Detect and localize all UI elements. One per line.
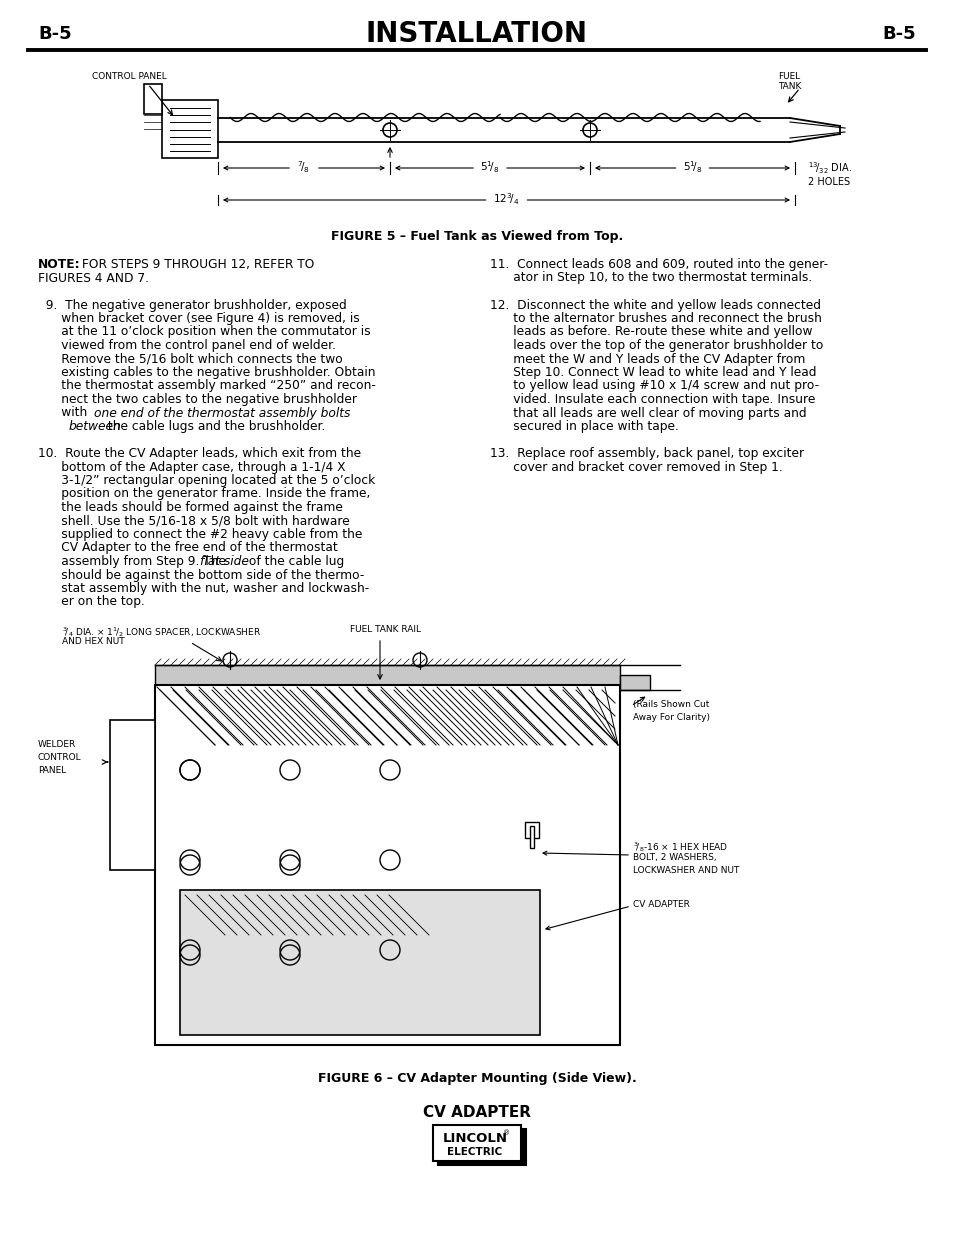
Text: when bracket cover (see Figure 4) is removed, is: when bracket cover (see Figure 4) is rem… [38, 312, 359, 325]
Text: ELECTRIC: ELECTRIC [447, 1147, 502, 1157]
Text: flat side: flat side [199, 555, 248, 568]
Text: 9.  The negative generator brushholder, exposed: 9. The negative generator brushholder, e… [38, 299, 346, 311]
Text: FIGURE 5 – Fuel Tank as Viewed from Top.: FIGURE 5 – Fuel Tank as Viewed from Top. [331, 230, 622, 243]
Text: to the alternator brushes and reconnect the brush: to the alternator brushes and reconnect … [490, 312, 821, 325]
Text: viewed from the control panel end of welder.: viewed from the control panel end of wel… [38, 338, 335, 352]
Bar [162, 100, 218, 158]
Text: $^3\!/_4$ DIA. $\times$ 1$^1\!/_2$ LONG SPACER, LOCKWASHER: $^3\!/_4$ DIA. $\times$ 1$^1\!/_2$ LONG … [62, 625, 261, 638]
Text: Step 10. Connect W lead to white lead and Y lead: Step 10. Connect W lead to white lead an… [490, 366, 816, 379]
Text: leads over the top of the generator brushholder to: leads over the top of the generator brus… [490, 338, 822, 352]
Bar [180, 890, 539, 1035]
Text: to yellow lead using #10 x 1/4 screw and nut pro-: to yellow lead using #10 x 1/4 screw and… [490, 379, 819, 393]
Text: shell. Use the 5/16-18 x 5/8 bolt with hardware: shell. Use the 5/16-18 x 5/8 bolt with h… [38, 515, 350, 527]
Bar [154, 685, 619, 1045]
Text: FIGURES 4 AND 7.: FIGURES 4 AND 7. [38, 272, 149, 284]
Text: $^{13}\!/_{32}$ DIA.: $^{13}\!/_{32}$ DIA. [807, 161, 851, 175]
Bar [154, 664, 619, 685]
Text: B-5: B-5 [38, 25, 71, 43]
Text: 13.  Replace roof assembly, back panel, top exciter: 13. Replace roof assembly, back panel, t… [490, 447, 803, 459]
Text: $^7\!/_{8}$: $^7\!/_{8}$ [297, 159, 311, 175]
Text: bottom of the Adapter case, through a 1-1/4 X: bottom of the Adapter case, through a 1-… [38, 461, 345, 473]
Text: TANK: TANK [778, 82, 801, 91]
Text: LINCOLN: LINCOLN [442, 1131, 507, 1145]
Text: FUEL: FUEL [778, 72, 800, 82]
Text: FUEL TANK RAIL: FUEL TANK RAIL [350, 625, 420, 634]
Text: 3-1/2” rectangular opening located at the 5 o’clock: 3-1/2” rectangular opening located at th… [38, 474, 375, 487]
Text: 12.  Disconnect the white and yellow leads connected: 12. Disconnect the white and yellow lead… [490, 299, 821, 311]
Text: $^3\!/_8$-16 $\times$ 1 HEX HEAD: $^3\!/_8$-16 $\times$ 1 HEX HEAD [633, 840, 727, 853]
Text: between: between [69, 420, 121, 433]
Text: should be against the bottom side of the thermo-: should be against the bottom side of the… [38, 568, 364, 582]
Text: at the 11 o’clock position when the commutator is: at the 11 o’clock position when the comm… [38, 326, 370, 338]
Text: CV ADAPTER: CV ADAPTER [633, 900, 689, 909]
Text: LOCKWASHER AND NUT: LOCKWASHER AND NUT [633, 866, 739, 876]
Text: 10.  Route the CV Adapter leads, which exit from the: 10. Route the CV Adapter leads, which ex… [38, 447, 361, 459]
Bar [437, 1129, 525, 1165]
Text: that all leads are well clear of moving parts and: that all leads are well clear of moving … [490, 406, 806, 420]
Bar [619, 676, 649, 690]
Text: PANEL: PANEL [38, 766, 66, 776]
Text: FOR STEPS 9 THROUGH 12, REFER TO: FOR STEPS 9 THROUGH 12, REFER TO [78, 258, 314, 270]
Text: leads as before. Re-route these white and yellow: leads as before. Re-route these white an… [490, 326, 812, 338]
Text: nect the two cables to the negative brushholder: nect the two cables to the negative brus… [38, 393, 356, 406]
Text: the leads should be formed against the frame: the leads should be formed against the f… [38, 501, 342, 514]
Text: INSTALLATION: INSTALLATION [366, 20, 587, 48]
Text: the cable lugs and the brushholder.: the cable lugs and the brushholder. [104, 420, 325, 433]
Text: NOTE:: NOTE: [38, 258, 81, 270]
Text: CONTROL: CONTROL [38, 753, 82, 762]
Text: FIGURE 6 – CV Adapter Mounting (Side View).: FIGURE 6 – CV Adapter Mounting (Side Vie… [317, 1072, 636, 1086]
Text: vided. Insulate each connection with tape. Insure: vided. Insulate each connection with tap… [490, 393, 815, 406]
Text: $5^1\!/_{8}$: $5^1\!/_{8}$ [682, 159, 701, 175]
Text: CONTROL PANEL: CONTROL PANEL [91, 72, 167, 82]
Text: CV ADAPTER: CV ADAPTER [422, 1105, 531, 1120]
Bar [144, 84, 162, 114]
Text: of the cable lug: of the cable lug [245, 555, 344, 568]
Text: er on the top.: er on the top. [38, 595, 145, 609]
Text: ator in Step 10, to the two thermostat terminals.: ator in Step 10, to the two thermostat t… [490, 272, 811, 284]
Text: secured in place with tape.: secured in place with tape. [490, 420, 679, 433]
Text: $5^1\!/_{8}$: $5^1\!/_{8}$ [479, 159, 499, 175]
Text: meet the W and Y leads of the CV Adapter from: meet the W and Y leads of the CV Adapter… [490, 352, 804, 366]
Text: CV Adapter to the free end of the thermostat: CV Adapter to the free end of the thermo… [38, 541, 337, 555]
Text: assembly from Step 9. The: assembly from Step 9. The [38, 555, 230, 568]
Text: ®: ® [503, 1130, 510, 1136]
Text: BOLT, 2 WASHERS,: BOLT, 2 WASHERS, [633, 853, 716, 862]
Bar [110, 720, 154, 869]
Text: (Rails Shown Cut: (Rails Shown Cut [633, 700, 709, 709]
Text: one end of the thermostat assembly bolts: one end of the thermostat assembly bolts [93, 406, 350, 420]
Text: 11.  Connect leads 608 and 609, routed into the gener-: 11. Connect leads 608 and 609, routed in… [490, 258, 827, 270]
Text: cover and bracket cover removed in Step 1.: cover and bracket cover removed in Step … [490, 461, 781, 473]
Text: AND HEX NUT: AND HEX NUT [62, 637, 125, 646]
Text: Away For Clarity): Away For Clarity) [633, 713, 709, 722]
Text: 2 HOLES: 2 HOLES [807, 177, 849, 186]
Text: position on the generator frame. Inside the frame,: position on the generator frame. Inside … [38, 488, 370, 500]
Text: WELDER: WELDER [38, 740, 76, 748]
Text: Remove the 5/16 bolt which connects the two: Remove the 5/16 bolt which connects the … [38, 352, 342, 366]
Text: $12^3\!/_{4}$: $12^3\!/_{4}$ [493, 191, 519, 206]
Text: B-5: B-5 [882, 25, 915, 43]
Text: the thermostat assembly marked “250” and recon-: the thermostat assembly marked “250” and… [38, 379, 375, 393]
Text: supplied to connect the #2 heavy cable from the: supplied to connect the #2 heavy cable f… [38, 529, 362, 541]
Bar [530, 826, 534, 848]
Bar [433, 1125, 520, 1161]
Text: stat assembly with the nut, washer and lockwash-: stat assembly with the nut, washer and l… [38, 582, 369, 595]
Bar [524, 823, 538, 839]
Text: with: with [38, 406, 91, 420]
Text: existing cables to the negative brushholder. Obtain: existing cables to the negative brushhol… [38, 366, 375, 379]
